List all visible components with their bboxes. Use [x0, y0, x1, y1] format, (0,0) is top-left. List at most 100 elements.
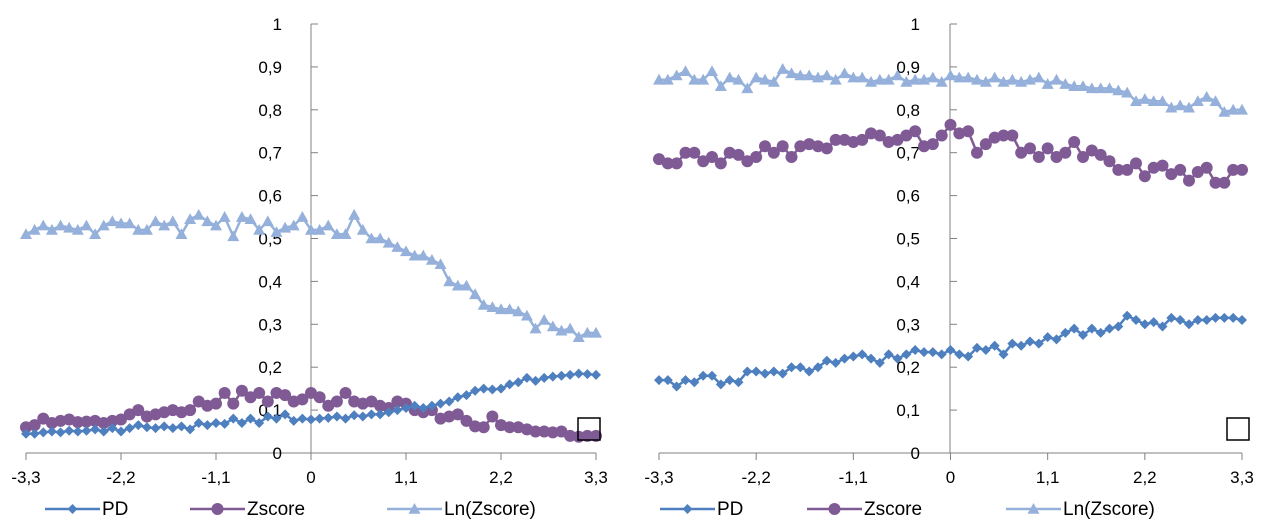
data-point [564, 429, 577, 442]
data-point [1077, 150, 1089, 163]
data-point [848, 351, 859, 362]
data-point [538, 314, 551, 325]
data-point [330, 228, 343, 240]
data-point [306, 414, 316, 425]
marker-box [577, 417, 601, 441]
data-point [133, 420, 144, 431]
data-point [1112, 84, 1125, 96]
data-point [1024, 73, 1036, 85]
data-point [97, 219, 110, 231]
data-point [477, 421, 490, 434]
data-point [546, 426, 559, 439]
x-tick-label: -1,1 [839, 468, 868, 487]
data-point [883, 349, 894, 360]
data-point [581, 326, 594, 338]
x-tick-label: 0 [946, 468, 955, 487]
data-point [132, 223, 145, 235]
y-tick-label: 0,1 [896, 401, 920, 420]
data-point [751, 366, 762, 377]
data-point [873, 73, 886, 85]
legend-label: Ln(Zscore) [444, 499, 536, 520]
data-point [865, 75, 877, 87]
y-tick-label: 0,2 [896, 358, 920, 377]
data-point [1042, 332, 1053, 343]
data-point [297, 413, 308, 424]
data-point [944, 69, 957, 81]
data-point [812, 71, 824, 83]
data-point [847, 71, 860, 83]
data-point [785, 150, 798, 163]
data-point [953, 71, 966, 83]
data-point [1059, 78, 1072, 89]
data-point [45, 223, 58, 235]
x-tick-label: 3,3 [1230, 468, 1254, 487]
data-point [150, 423, 161, 434]
data-point [296, 211, 309, 222]
data-point [365, 232, 378, 244]
data-point [46, 426, 57, 437]
data-point [901, 349, 912, 360]
data-point [228, 413, 239, 424]
y-tick-label: 0,3 [258, 315, 282, 334]
data-point [98, 426, 109, 437]
data-point [339, 386, 352, 399]
data-point [185, 424, 196, 435]
data-point [486, 410, 499, 423]
data-point [89, 228, 102, 240]
data-point [477, 298, 490, 310]
y-tick-label: 0,7 [896, 144, 920, 163]
x-tick-label: -1,1 [201, 468, 230, 487]
x-tick-label: 0 [306, 468, 315, 487]
data-point [945, 345, 956, 356]
data-point [786, 362, 797, 373]
data-point [1218, 105, 1231, 117]
data-point [900, 75, 913, 87]
data-point [460, 414, 473, 427]
data-point [979, 75, 992, 87]
data-point [495, 303, 507, 315]
data-point [460, 279, 473, 291]
data-point [245, 413, 256, 424]
data-point [262, 411, 273, 422]
data-point [253, 386, 266, 399]
data-point [679, 65, 692, 76]
data-point [767, 146, 780, 159]
data-point [714, 157, 727, 170]
data-point [733, 377, 744, 388]
data-point [184, 404, 197, 417]
data-point [227, 397, 240, 410]
data-point [856, 71, 869, 83]
data-point [38, 427, 49, 438]
legend: PD Zscore Ln(Zscore) [660, 499, 1155, 520]
data-point [1103, 155, 1116, 168]
legend-item: Zscore [807, 499, 922, 520]
data-point [425, 253, 438, 265]
data-point [768, 366, 779, 377]
data-point [408, 249, 421, 261]
data-point [829, 73, 842, 85]
data-point [184, 213, 197, 224]
data-point [452, 392, 463, 403]
data-point [962, 125, 975, 138]
data-point [1219, 312, 1230, 323]
data-point [926, 71, 939, 83]
data-point [1032, 71, 1045, 83]
data-point [486, 301, 499, 312]
data-point [235, 211, 248, 222]
data-point [305, 223, 317, 235]
legend-item: PD [660, 499, 743, 520]
data-point [926, 138, 939, 151]
x-tick-label: 2,2 [489, 468, 513, 487]
data-point [1236, 163, 1248, 176]
data-point [279, 389, 292, 402]
data-point [582, 369, 593, 380]
y-tick-label: 1 [273, 15, 282, 34]
data-point [348, 208, 361, 220]
x-tick-label: 3,3 [584, 468, 608, 487]
data-point [1015, 75, 1028, 87]
data-point [698, 370, 709, 381]
data-point [1069, 323, 1080, 334]
data-point [759, 73, 771, 85]
data-point [55, 427, 66, 438]
data-point [1191, 95, 1204, 107]
